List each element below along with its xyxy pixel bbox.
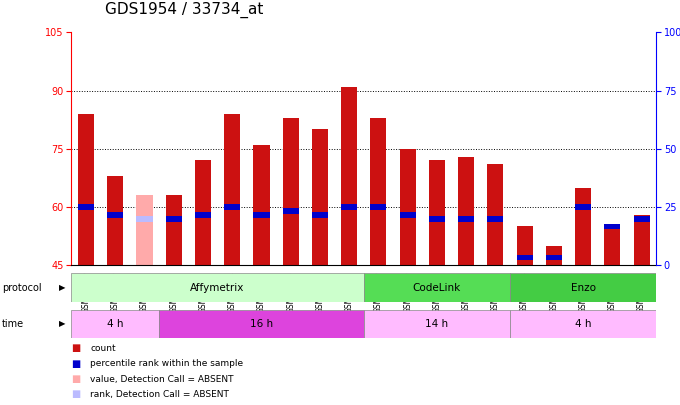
Bar <box>634 215 649 265</box>
Bar <box>341 204 357 210</box>
Bar <box>575 204 591 210</box>
Text: ■: ■ <box>71 374 81 384</box>
Bar <box>488 216 503 222</box>
Bar <box>605 224 620 229</box>
Bar <box>429 160 445 265</box>
Bar <box>458 216 474 222</box>
Text: Affymetrix: Affymetrix <box>190 283 245 292</box>
Text: protocol: protocol <box>2 283 41 292</box>
Bar <box>107 176 123 265</box>
Bar <box>575 188 591 265</box>
Bar <box>517 226 532 265</box>
Bar <box>137 216 152 222</box>
Text: ▶: ▶ <box>59 320 66 328</box>
Bar <box>371 118 386 265</box>
Bar <box>510 310 656 338</box>
Text: Enzo: Enzo <box>571 283 596 292</box>
Bar <box>546 246 562 265</box>
Bar <box>137 196 152 265</box>
Bar <box>78 204 94 210</box>
Bar <box>224 114 240 265</box>
Bar <box>159 310 364 338</box>
Text: ■: ■ <box>71 390 81 399</box>
Bar <box>166 216 182 222</box>
Bar <box>224 204 240 210</box>
Bar <box>634 216 649 222</box>
Text: count: count <box>90 344 116 353</box>
Bar <box>605 226 620 265</box>
Bar <box>510 273 656 302</box>
Text: ■: ■ <box>71 343 81 353</box>
Text: GDS1954 / 33734_at: GDS1954 / 33734_at <box>105 2 264 18</box>
Text: percentile rank within the sample: percentile rank within the sample <box>90 359 243 368</box>
Bar <box>458 157 474 265</box>
Bar <box>312 212 328 218</box>
Bar <box>283 208 299 214</box>
Text: CodeLink: CodeLink <box>413 283 461 292</box>
Bar <box>195 160 211 265</box>
Text: 4 h: 4 h <box>575 319 592 329</box>
Bar <box>546 255 562 260</box>
Bar <box>400 149 415 265</box>
Text: value, Detection Call = ABSENT: value, Detection Call = ABSENT <box>90 375 234 384</box>
Text: ■: ■ <box>71 359 81 369</box>
Bar <box>517 255 532 260</box>
Bar <box>488 164 503 265</box>
Text: 4 h: 4 h <box>107 319 124 329</box>
Bar <box>254 145 269 265</box>
Bar <box>341 87 357 265</box>
Bar <box>312 130 328 265</box>
Bar <box>195 212 211 218</box>
Bar <box>254 212 269 218</box>
Bar <box>166 196 182 265</box>
Text: rank, Detection Call = ABSENT: rank, Detection Call = ABSENT <box>90 390 229 399</box>
Bar <box>71 310 159 338</box>
Text: ▶: ▶ <box>59 283 66 292</box>
Bar <box>78 114 94 265</box>
Bar <box>400 212 415 218</box>
Bar <box>283 118 299 265</box>
Bar <box>364 273 510 302</box>
Text: 14 h: 14 h <box>425 319 449 329</box>
Bar <box>429 216 445 222</box>
Bar <box>371 204 386 210</box>
Bar <box>107 212 123 218</box>
Text: time: time <box>2 319 24 329</box>
Text: 16 h: 16 h <box>250 319 273 329</box>
Bar <box>364 310 510 338</box>
Bar <box>71 273 364 302</box>
